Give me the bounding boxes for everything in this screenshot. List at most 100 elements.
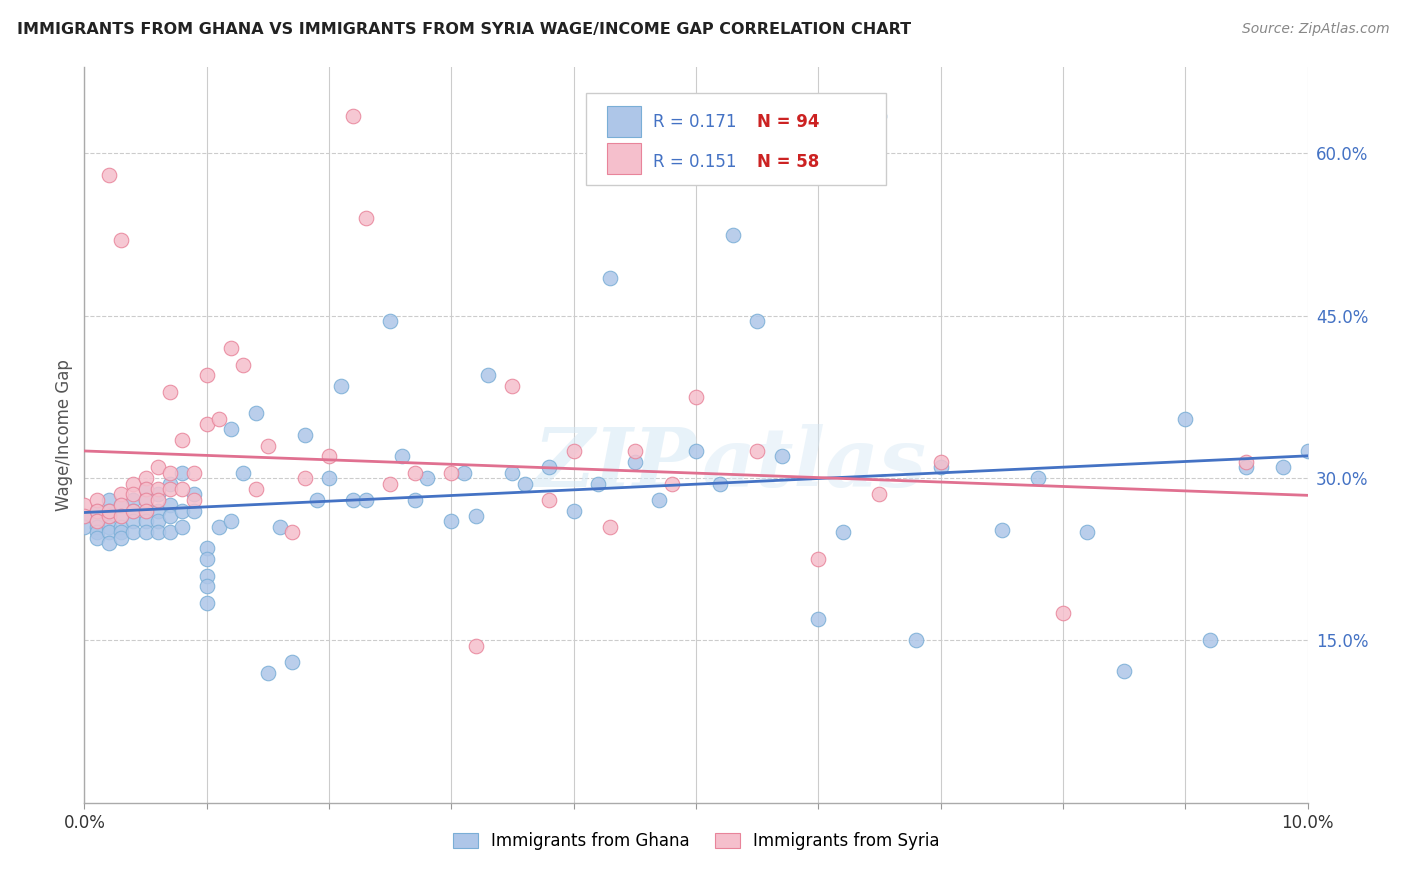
Point [195, 579, 218, 593]
Point [1052, 607, 1074, 621]
Point [135, 482, 157, 496]
Point [110, 508, 132, 523]
Point [354, 211, 377, 226]
FancyBboxPatch shape [586, 93, 886, 185]
Point [232, 358, 254, 372]
Point [685, 444, 707, 458]
Text: R = 0.151: R = 0.151 [654, 153, 737, 171]
Point [1296, 444, 1319, 458]
Point [464, 508, 486, 523]
Point [464, 639, 486, 653]
Point [624, 455, 647, 469]
Point [807, 612, 830, 626]
Point [110, 520, 132, 534]
Point [122, 525, 145, 540]
Point [391, 450, 413, 464]
Point [538, 460, 561, 475]
Point [416, 471, 439, 485]
Text: N = 94: N = 94 [758, 112, 820, 131]
Point [122, 515, 145, 529]
Point [1272, 460, 1295, 475]
Point [183, 503, 205, 517]
Point [929, 460, 952, 475]
Text: atlas: atlas [702, 425, 927, 504]
Point [318, 450, 340, 464]
Point [269, 520, 291, 534]
Point [110, 525, 132, 540]
Point [159, 508, 181, 523]
Point [172, 503, 194, 517]
Point [538, 492, 561, 507]
Point [146, 525, 169, 540]
Point [354, 492, 377, 507]
Point [599, 520, 621, 534]
Point [73, 508, 96, 523]
Point [135, 525, 157, 540]
Point [586, 476, 609, 491]
Point [502, 379, 524, 393]
Point [380, 476, 402, 491]
Point [183, 466, 205, 480]
Point [110, 487, 132, 501]
Point [172, 434, 194, 448]
Point [380, 314, 402, 328]
Point [562, 444, 585, 458]
Point [318, 471, 340, 485]
Point [219, 515, 242, 529]
Point [1076, 525, 1098, 540]
Point [86, 492, 108, 507]
Point [831, 525, 853, 540]
Point [342, 492, 364, 507]
Point [135, 503, 157, 517]
Point [245, 482, 267, 496]
Text: ZIP: ZIP [533, 425, 696, 504]
Point [97, 503, 120, 517]
Point [305, 492, 328, 507]
Point [1028, 471, 1050, 485]
Point [281, 655, 304, 669]
Point [73, 498, 96, 512]
Point [342, 109, 364, 123]
Point [1174, 411, 1197, 425]
Point [97, 508, 120, 523]
Point [86, 515, 108, 529]
Point [122, 503, 145, 517]
Y-axis label: Wage/Income Gap: Wage/Income Gap [55, 359, 73, 511]
Legend: Immigrants from Ghana, Immigrants from Syria: Immigrants from Ghana, Immigrants from S… [446, 826, 946, 857]
Point [73, 508, 96, 523]
Point [135, 471, 157, 485]
Point [195, 541, 218, 556]
Point [159, 482, 181, 496]
Point [86, 503, 108, 517]
Point [122, 503, 145, 517]
Point [624, 444, 647, 458]
Point [97, 168, 120, 182]
Point [991, 523, 1014, 537]
Point [245, 406, 267, 420]
Point [135, 515, 157, 529]
Point [513, 476, 536, 491]
Point [86, 531, 108, 545]
Point [135, 503, 157, 517]
Point [146, 482, 169, 496]
Point [172, 466, 194, 480]
Point [122, 476, 145, 491]
Point [208, 411, 231, 425]
Point [453, 466, 475, 480]
Point [146, 487, 169, 501]
Point [232, 466, 254, 480]
Point [330, 379, 353, 393]
Point [502, 466, 524, 480]
Point [146, 460, 169, 475]
Point [159, 525, 181, 540]
Point [648, 492, 671, 507]
Point [146, 503, 169, 517]
Point [146, 492, 169, 507]
Point [747, 444, 769, 458]
Point [159, 476, 181, 491]
Point [97, 492, 120, 507]
Point [110, 498, 132, 512]
Point [97, 525, 120, 540]
Point [135, 492, 157, 507]
Point [208, 520, 231, 534]
